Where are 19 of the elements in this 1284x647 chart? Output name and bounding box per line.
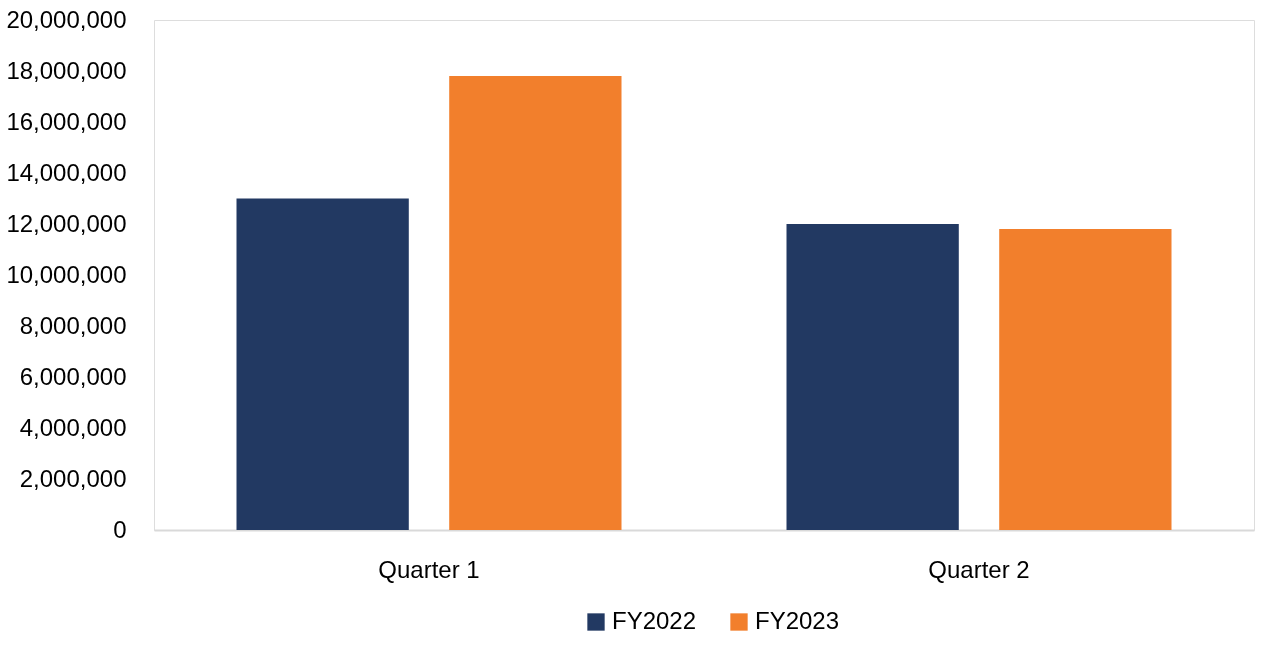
- x-tick-label: Quarter 1: [378, 555, 480, 583]
- bar: [236, 198, 409, 530]
- y-tick-label: 0: [113, 515, 127, 543]
- bar: [999, 229, 1172, 530]
- y-tick-label: 14,000,000: [6, 158, 127, 186]
- y-tick-label: 10,000,000: [6, 260, 127, 288]
- y-tick-label: 2,000,000: [19, 464, 127, 492]
- bar: [786, 224, 959, 530]
- y-tick-label: 16,000,000: [6, 107, 127, 135]
- y-tick-label: 20,000,000: [6, 5, 127, 33]
- y-tick-label: 8,000,000: [19, 311, 127, 339]
- legend-label: FY2022: [612, 607, 697, 634]
- legend-label: FY2023: [755, 607, 840, 634]
- y-tick-label: 18,000,000: [6, 56, 127, 84]
- bar: [449, 76, 622, 530]
- y-tick-label: 4,000,000: [19, 413, 127, 441]
- y-tick-label: 6,000,000: [19, 362, 127, 390]
- x-tick-label: Quarter 2: [928, 555, 1030, 583]
- y-tick-label: 12,000,000: [6, 209, 127, 237]
